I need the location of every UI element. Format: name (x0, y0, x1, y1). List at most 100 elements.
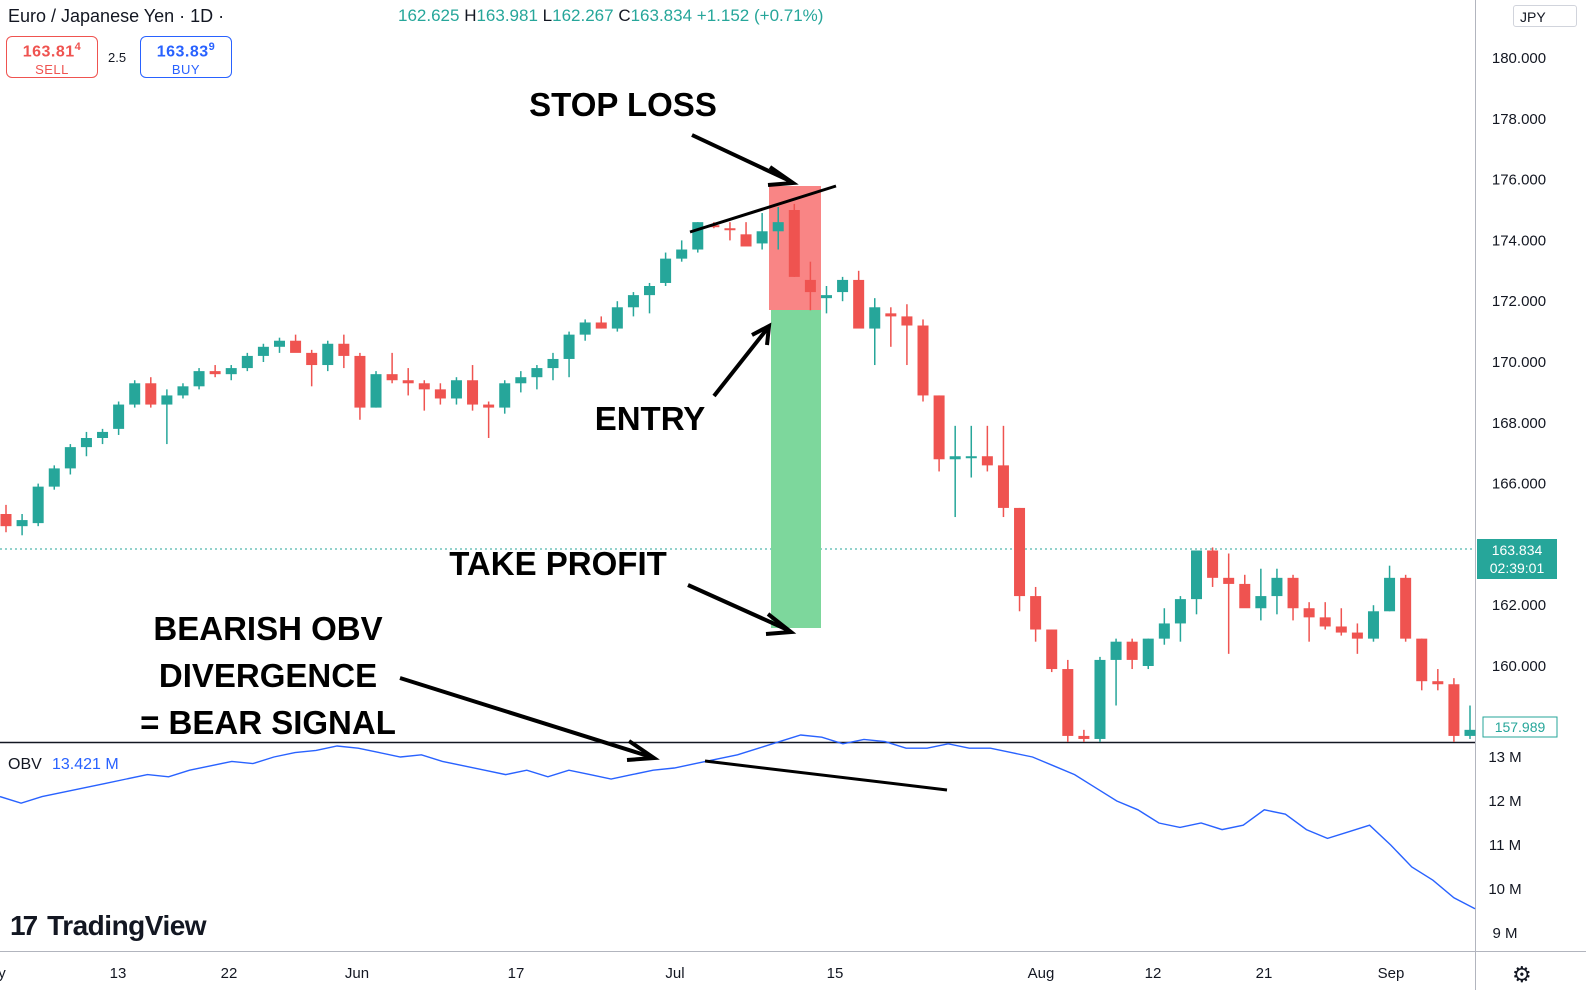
candle (306, 349, 318, 387)
divergence-arrow (399, 676, 660, 762)
candle-body (949, 456, 961, 460)
high-value: 163.981 (476, 6, 538, 25)
candle-body (1384, 577, 1396, 612)
price-tick: 168.000 (1492, 415, 1546, 432)
candle-body (869, 307, 881, 329)
divergence-label-2: DIVERGENCE (159, 657, 377, 694)
stop-loss-label: STOP LOSS (529, 86, 717, 123)
candle (1464, 705, 1476, 739)
candle-body (772, 222, 784, 232)
candle (997, 425, 1009, 518)
time-label: y (0, 965, 6, 982)
price-tick: 162.000 (1492, 597, 1546, 614)
candle-body (563, 334, 575, 359)
low-label: L (542, 6, 553, 25)
candle (0, 504, 12, 533)
obv-label[interactable]: OBV (8, 756, 42, 773)
tradingview-logo[interactable]: 17 TradingView (10, 910, 207, 942)
countdown-value: 02:39:01 (1490, 560, 1545, 576)
candle-body (306, 352, 318, 366)
candle (386, 352, 398, 384)
candle (1432, 669, 1444, 691)
candle-body (499, 383, 511, 408)
symbol-title[interactable]: Euro / Japanese Yen · 1D · (8, 6, 225, 26)
candle-body (660, 258, 672, 283)
tradingview-logo-icon: 17 (10, 910, 38, 941)
candle (547, 352, 559, 381)
candle-body (450, 380, 462, 399)
candle-body (1223, 577, 1235, 584)
candle (499, 380, 511, 414)
time-label: 15 (827, 965, 844, 982)
candle-body (161, 395, 173, 405)
candle (257, 343, 269, 362)
candle-body (1142, 638, 1154, 666)
open-value: 162.625 (398, 6, 460, 25)
candle (290, 334, 302, 353)
candle (676, 240, 688, 262)
candle-body (1094, 659, 1106, 739)
time-axis[interactable]: y 13 22 Jun 17 Jul 15 Aug 12 21 Sep (0, 965, 1404, 982)
buy-button[interactable]: 163.839 BUY (140, 36, 232, 78)
candle (1400, 574, 1412, 642)
marker-price-tag (1482, 716, 1558, 738)
sell-price: 163.81 (22, 43, 75, 61)
price-axis[interactable]: 180.000 178.000 176.000 174.000 172.000 170.0… (1492, 50, 1546, 675)
candle (273, 337, 285, 353)
candle-body (113, 404, 125, 429)
gear-icon[interactable]: ⚙ (1512, 962, 1532, 987)
candle (869, 298, 881, 366)
candle-body (1046, 629, 1058, 670)
candle (161, 389, 173, 445)
sell-button[interactable]: 163.814 SELL (6, 36, 98, 78)
candle (129, 380, 141, 408)
buy-price-pip: 9 (208, 41, 216, 53)
candle (1191, 550, 1203, 615)
candle (1030, 586, 1042, 642)
candle (660, 252, 672, 286)
candle (1351, 623, 1363, 654)
candle-body (483, 404, 495, 408)
candle (644, 282, 656, 314)
price-tick: 172.000 (1492, 293, 1546, 310)
candle (370, 371, 382, 408)
candle (1078, 729, 1090, 742)
candle-body (708, 225, 720, 228)
candles (0, 203, 1476, 742)
candle (1367, 605, 1379, 642)
candle (434, 383, 446, 405)
divergence-label-1: BEARISH OBV (153, 610, 382, 647)
high-label: H (464, 6, 477, 25)
candle-body (692, 222, 704, 250)
candle-body (1255, 596, 1267, 609)
candle-body (354, 355, 366, 408)
candle (901, 304, 913, 366)
candle (1271, 568, 1283, 615)
candle-body (97, 431, 109, 438)
currency-selector[interactable]: JPY (1513, 5, 1577, 27)
candle-body (290, 340, 302, 353)
price-tick: 160.000 (1492, 658, 1546, 675)
candle (611, 301, 623, 332)
take-profit-label: TAKE PROFIT (449, 545, 667, 582)
candle (981, 425, 993, 472)
candle (1335, 608, 1347, 636)
candle (788, 203, 800, 277)
candle (563, 331, 575, 378)
buy-label: BUY (171, 62, 201, 78)
low-value: 162.267 (552, 6, 614, 25)
candle (80, 431, 92, 457)
candle-body (177, 386, 189, 396)
obv-tick: 12 M (1488, 793, 1521, 810)
price-tick: 180.000 (1492, 50, 1546, 67)
candle (1384, 565, 1396, 612)
marker-price-value: 157.989 (1495, 719, 1546, 735)
candle-body (627, 295, 639, 308)
candle (467, 365, 479, 411)
candle-body (418, 383, 430, 390)
obv-axis[interactable]: 13 M 12 M 11 M 10 M 9 M (1488, 749, 1521, 942)
obv-value: 13.421 M (52, 756, 119, 773)
time-label: 13 (110, 965, 127, 982)
change-value: +1.152 (+0.71%) (696, 6, 824, 25)
